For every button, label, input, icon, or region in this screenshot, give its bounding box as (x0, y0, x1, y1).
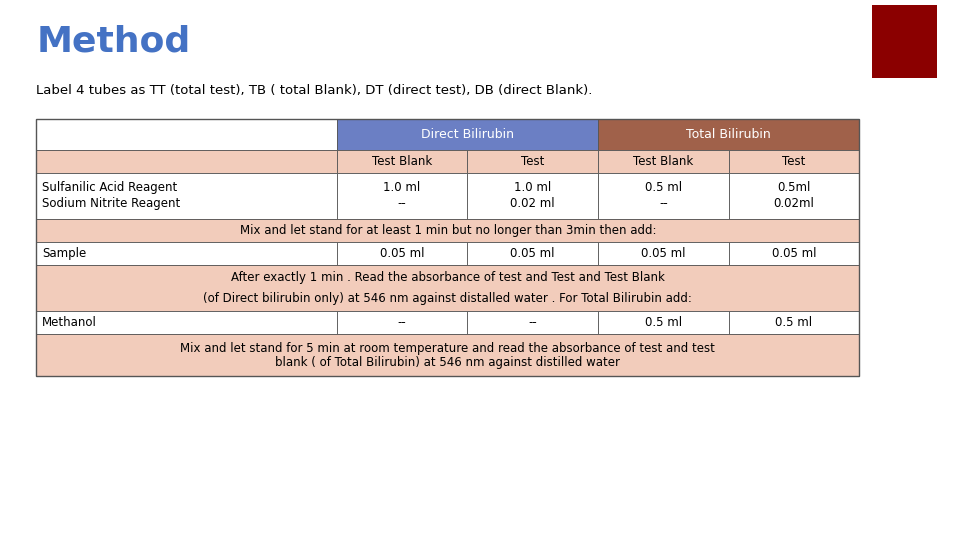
Bar (337, 242, 468, 265)
Text: 0.5 ml: 0.5 ml (776, 316, 812, 329)
Bar (36, 334, 859, 376)
Text: Test Blank: Test Blank (372, 155, 432, 168)
Text: Sulfanilic Acid Reagent: Sulfanilic Acid Reagent (42, 181, 178, 194)
Text: Mix and let stand for at least 1 min but no longer than 3min then add:: Mix and let stand for at least 1 min but… (240, 224, 656, 237)
Bar (729, 242, 859, 265)
Text: Total Bilirubin: Total Bilirubin (686, 128, 771, 141)
Text: (of Direct bilirubin only) at 546 nm against distalled water . For Total Bilirub: (of Direct bilirubin only) at 546 nm aga… (204, 292, 692, 305)
Text: Sodium Nitrite Reagent: Sodium Nitrite Reagent (42, 197, 180, 210)
Bar (36, 119, 859, 376)
Bar (468, 242, 598, 265)
Bar (36, 173, 337, 219)
Text: --: -- (397, 316, 406, 329)
Bar (36, 119, 337, 150)
Bar (36, 242, 337, 265)
Text: 1.0 ml: 1.0 ml (514, 181, 551, 194)
Text: Method: Method (36, 24, 191, 58)
Bar (598, 173, 729, 219)
Text: 0.5 ml: 0.5 ml (645, 181, 682, 194)
Bar (36, 219, 859, 242)
Text: 1.0 ml: 1.0 ml (383, 181, 420, 194)
Text: Mix and let stand for 5 min at room temperature and read the absorbance of test : Mix and let stand for 5 min at room temp… (180, 342, 715, 355)
Text: Test: Test (521, 155, 544, 168)
Bar (729, 173, 859, 219)
Text: 0.05 ml: 0.05 ml (380, 247, 424, 260)
Bar (598, 242, 729, 265)
Bar (468, 173, 598, 219)
Bar (36, 150, 337, 173)
Text: --: -- (528, 316, 537, 329)
Text: Label 4 tubes as TT (total test), TB ( total Blank), DT (direct test), DB (direc: Label 4 tubes as TT (total test), TB ( t… (36, 84, 593, 97)
Text: --: -- (397, 197, 406, 210)
Bar (598, 311, 729, 334)
Text: 0.5ml: 0.5ml (778, 181, 810, 194)
Bar (872, 5, 937, 78)
Text: 0.02ml: 0.02ml (774, 197, 814, 210)
Text: After exactly 1 min . Read the absorbance of test and Test and Test Blank: After exactly 1 min . Read the absorbanc… (231, 272, 664, 285)
Bar (337, 173, 468, 219)
Text: 0.02 ml: 0.02 ml (511, 197, 555, 210)
Text: 0.05 ml: 0.05 ml (511, 247, 555, 260)
Bar (468, 150, 598, 173)
Bar (337, 311, 468, 334)
Bar (729, 311, 859, 334)
Text: Test: Test (782, 155, 805, 168)
Text: Direct Bilirubin: Direct Bilirubin (420, 128, 514, 141)
Bar (337, 150, 468, 173)
Text: 0.05 ml: 0.05 ml (772, 247, 816, 260)
Bar (729, 150, 859, 173)
Bar (598, 119, 859, 150)
Bar (36, 265, 859, 311)
Text: 0.05 ml: 0.05 ml (641, 247, 685, 260)
Bar (36, 311, 337, 334)
Text: 0.5 ml: 0.5 ml (645, 316, 682, 329)
Text: Sample: Sample (42, 247, 86, 260)
Bar (337, 119, 598, 150)
Text: Test Blank: Test Blank (634, 155, 693, 168)
Text: --: -- (659, 197, 667, 210)
Text: Methanol: Methanol (42, 316, 97, 329)
Bar (468, 311, 598, 334)
Bar (598, 150, 729, 173)
Text: blank ( of Total Bilirubin) at 546 nm against distilled water: blank ( of Total Bilirubin) at 546 nm ag… (276, 356, 620, 369)
